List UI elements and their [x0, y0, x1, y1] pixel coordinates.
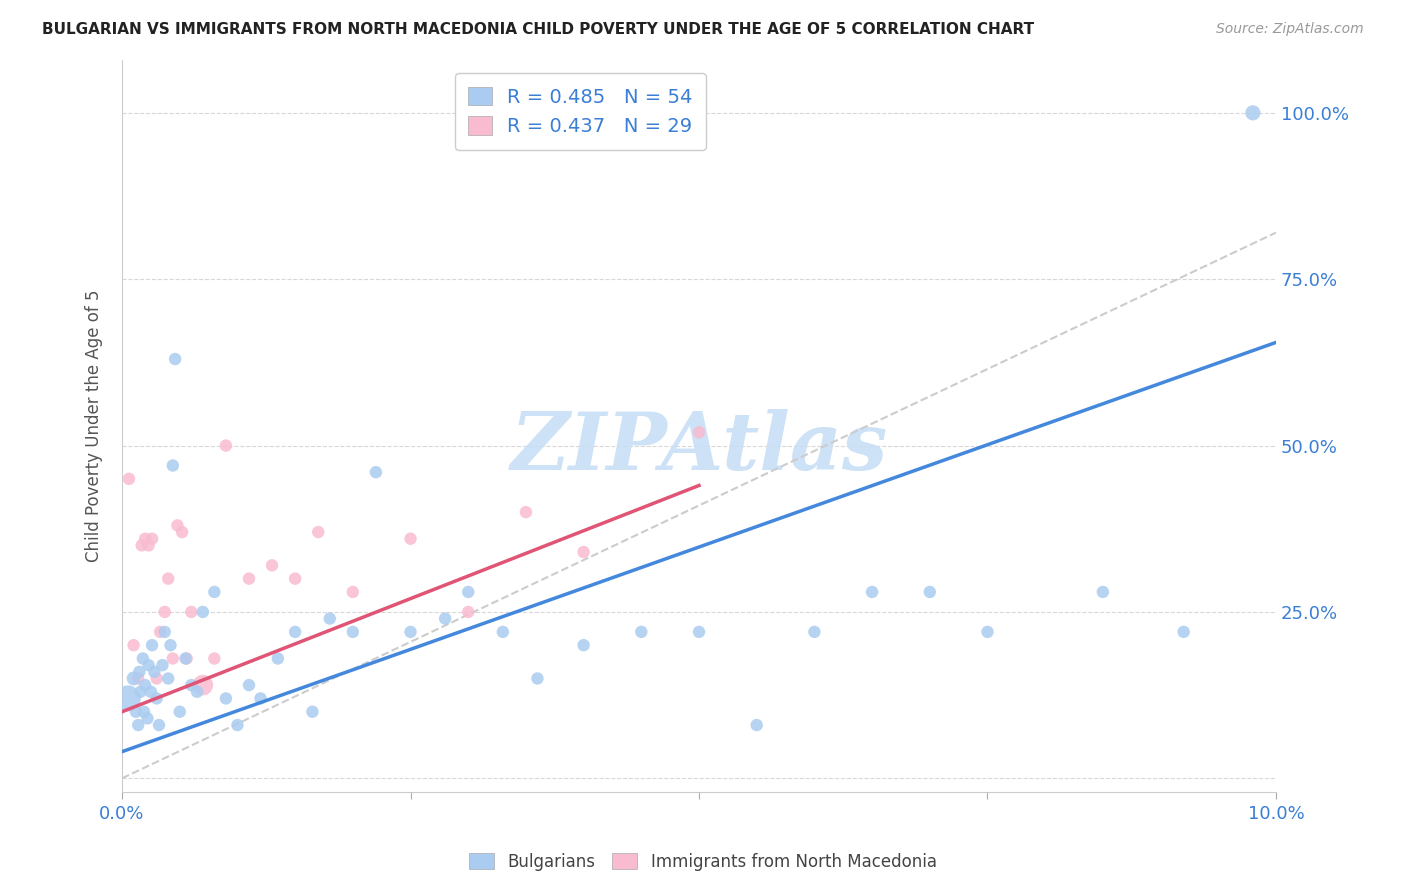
Point: [803, 624, 825, 639]
Point: [342, 624, 364, 639]
Point: [118, 472, 141, 486]
Point: [492, 624, 515, 639]
Point: [122, 638, 145, 652]
Point: [157, 672, 180, 686]
Point: [1091, 585, 1114, 599]
Point: [180, 678, 202, 692]
Point: [191, 678, 214, 692]
Point: [526, 672, 548, 686]
Point: [238, 678, 260, 692]
Point: [434, 611, 457, 625]
Point: [515, 505, 537, 519]
Point: [122, 672, 145, 686]
Point: [152, 658, 174, 673]
Point: [918, 585, 941, 599]
Point: [149, 624, 172, 639]
Point: [215, 439, 238, 453]
Point: [139, 685, 162, 699]
Legend: Bulgarians, Immigrants from North Macedonia: Bulgarians, Immigrants from North Macedo…: [461, 845, 945, 880]
Point: [165, 352, 187, 367]
Point: [134, 532, 156, 546]
Point: [145, 672, 167, 686]
Y-axis label: Child Poverty Under the Age of 5: Child Poverty Under the Age of 5: [86, 289, 103, 562]
Point: [176, 651, 198, 665]
Point: [202, 651, 225, 665]
Point: [457, 605, 479, 619]
Point: [166, 518, 188, 533]
Point: [162, 651, 184, 665]
Point: [238, 572, 260, 586]
Text: Source: ZipAtlas.com: Source: ZipAtlas.com: [1216, 22, 1364, 37]
Point: [572, 638, 595, 652]
Point: [202, 585, 225, 599]
Point: [117, 691, 139, 706]
Point: [284, 624, 307, 639]
Point: [976, 624, 998, 639]
Point: [131, 538, 153, 552]
Point: [860, 585, 883, 599]
Point: [153, 605, 176, 619]
Point: [364, 465, 387, 479]
Point: [688, 425, 710, 440]
Point: [1173, 624, 1195, 639]
Point: [132, 705, 155, 719]
Point: [145, 691, 167, 706]
Point: [226, 718, 249, 732]
Text: ZIPAtlas: ZIPAtlas: [510, 409, 887, 486]
Point: [249, 691, 271, 706]
Point: [141, 532, 163, 546]
Point: [572, 545, 595, 559]
Point: [399, 532, 422, 546]
Point: [301, 705, 323, 719]
Point: [143, 665, 166, 679]
Point: [138, 538, 160, 552]
Point: [127, 672, 149, 686]
Point: [688, 624, 710, 639]
Point: [215, 691, 238, 706]
Point: [399, 624, 422, 639]
Point: [138, 658, 160, 673]
Point: [170, 524, 193, 539]
Point: [630, 624, 652, 639]
Point: [159, 638, 181, 652]
Point: [1241, 105, 1264, 120]
Point: [148, 718, 170, 732]
Point: [128, 665, 150, 679]
Point: [157, 572, 180, 586]
Point: [307, 524, 329, 539]
Text: BULGARIAN VS IMMIGRANTS FROM NORTH MACEDONIA CHILD POVERTY UNDER THE AGE OF 5 CO: BULGARIAN VS IMMIGRANTS FROM NORTH MACED…: [42, 22, 1035, 37]
Point: [125, 705, 148, 719]
Point: [186, 685, 208, 699]
Point: [134, 678, 156, 692]
Point: [136, 711, 159, 725]
Point: [260, 558, 283, 573]
Point: [129, 685, 152, 699]
Point: [141, 638, 163, 652]
Legend: R = 0.485   N = 54, R = 0.437   N = 29: R = 0.485 N = 54, R = 0.437 N = 29: [456, 73, 706, 150]
Point: [191, 605, 214, 619]
Point: [132, 651, 155, 665]
Point: [342, 585, 364, 599]
Point: [267, 651, 290, 665]
Point: [745, 718, 768, 732]
Point: [284, 572, 307, 586]
Point: [127, 718, 149, 732]
Point: [174, 651, 197, 665]
Point: [153, 624, 176, 639]
Point: [457, 585, 479, 599]
Point: [319, 611, 342, 625]
Point: [180, 605, 202, 619]
Point: [169, 705, 191, 719]
Point: [162, 458, 184, 473]
